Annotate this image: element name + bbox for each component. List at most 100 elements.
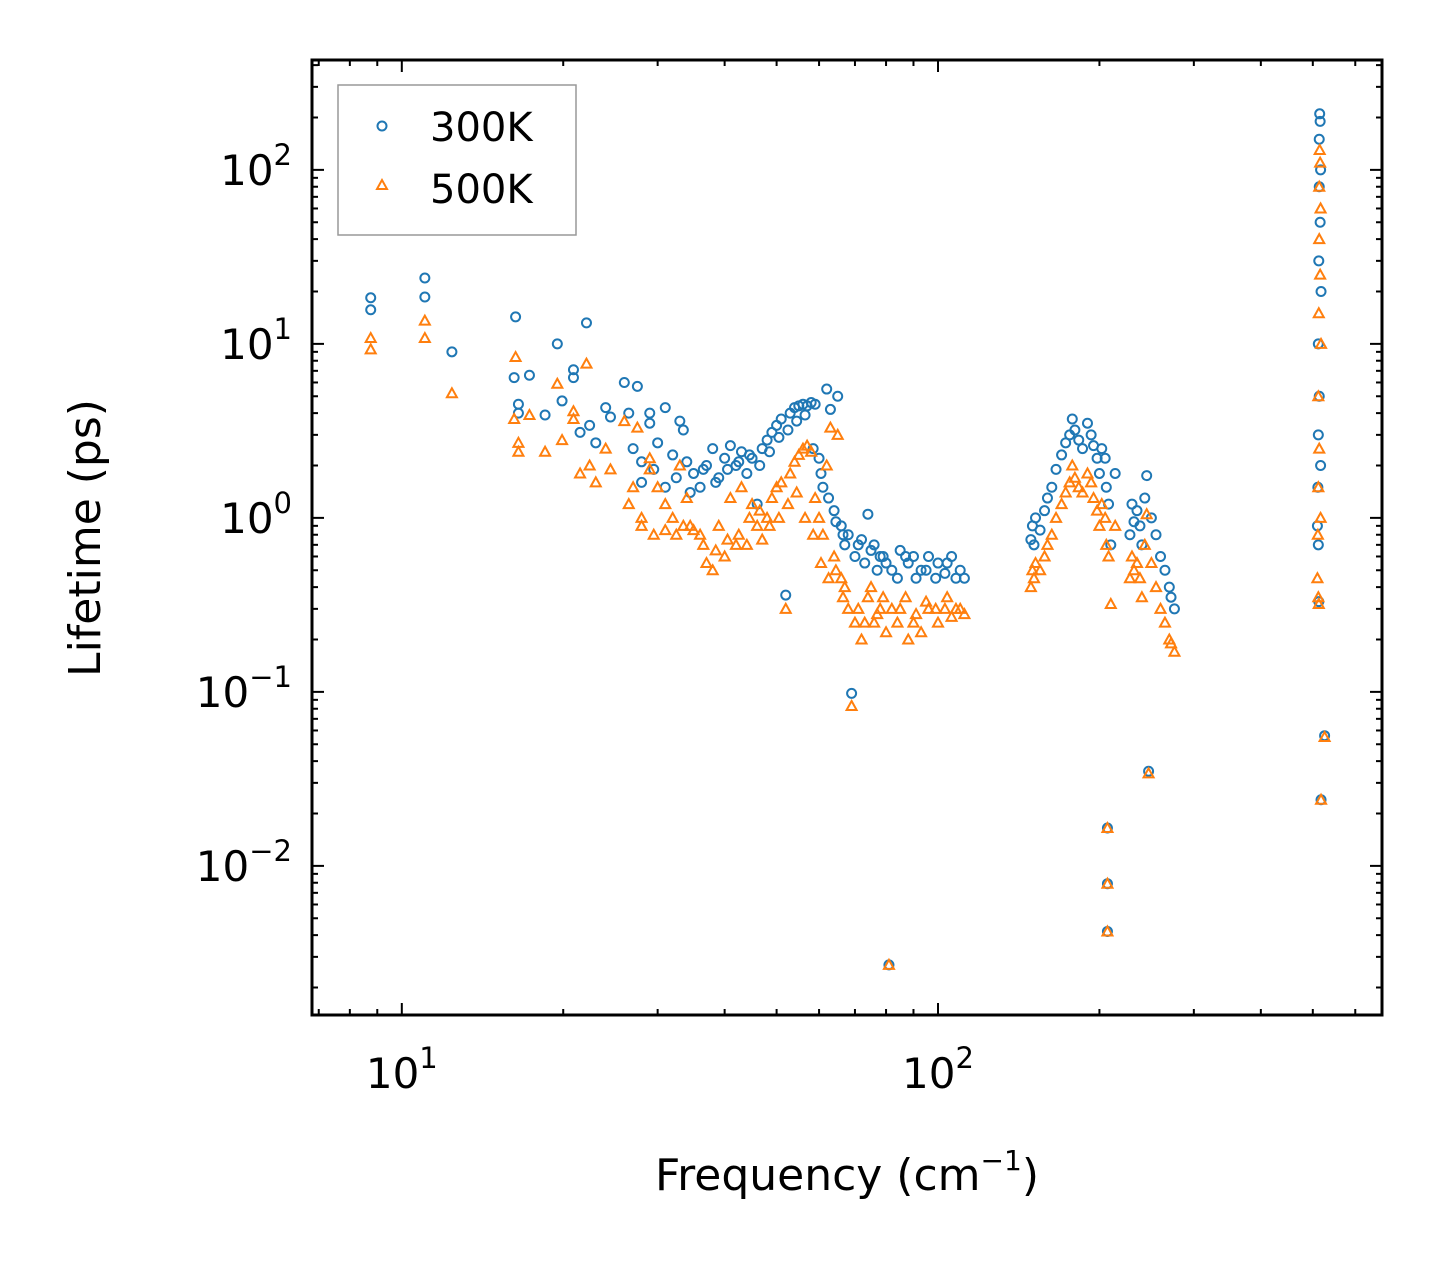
point-300k: [821, 383, 833, 395]
point-500k: [774, 475, 788, 488]
point-300k: [567, 372, 579, 384]
point-500k: [762, 518, 777, 531]
point-300k: [623, 407, 635, 419]
point-300k: [681, 456, 693, 468]
point-500k: [779, 601, 793, 614]
point-500k: [830, 427, 845, 440]
point-500k: [1313, 201, 1328, 214]
point-500k: [683, 518, 697, 531]
point-300k: [920, 564, 932, 576]
point-300k: [877, 550, 889, 562]
point-300k: [1100, 481, 1112, 493]
point-500k: [789, 485, 804, 498]
point-300k: [828, 505, 840, 517]
point-500k: [1123, 571, 1137, 584]
point-500k: [1141, 766, 1156, 779]
point-300k: [1315, 285, 1327, 297]
point-300k: [567, 364, 579, 376]
point-300k: [551, 338, 563, 350]
point-500k: [573, 466, 587, 479]
point-500k: [819, 458, 834, 471]
point-500k: [848, 615, 862, 628]
point-300k: [652, 437, 664, 449]
point-500k: [364, 331, 378, 344]
point-500k: [1312, 596, 1326, 609]
point-300k: [1313, 133, 1325, 145]
point-300k: [539, 409, 551, 421]
point-500k: [643, 462, 657, 475]
point-500k: [1090, 503, 1104, 516]
point-500k: [1084, 475, 1098, 488]
point-500k: [418, 331, 432, 344]
point-500k: [1099, 537, 1114, 550]
point-300k: [761, 434, 773, 446]
point-300k: [627, 443, 639, 455]
point-500k: [1127, 563, 1141, 576]
point-500k: [1153, 601, 1168, 614]
point-300k: [688, 467, 700, 479]
point-300k: [907, 550, 919, 562]
point-300k: [1050, 463, 1062, 475]
legend-marker-500k: [375, 177, 389, 190]
point-300k: [446, 346, 458, 358]
point-300k: [1141, 470, 1153, 482]
point-300k: [1312, 539, 1324, 551]
x-tick-label: 101: [366, 1041, 438, 1098]
point-500k: [800, 438, 814, 451]
point-500k: [1313, 155, 1327, 168]
point-500k: [745, 497, 759, 510]
point-300k: [807, 443, 819, 455]
point-500k: [1080, 466, 1095, 479]
point-300k: [1046, 481, 1058, 493]
point-300k: [684, 486, 696, 498]
point-300k: [1085, 429, 1097, 441]
point-500k: [1313, 267, 1327, 280]
point-300k: [842, 529, 854, 541]
point-300k: [574, 426, 586, 438]
point-500k: [658, 523, 672, 536]
point-500k: [885, 601, 899, 614]
x-axis-title-tail: ): [1022, 1150, 1039, 1201]
x-axis-title-sup: −1: [981, 1144, 1022, 1177]
point-300k: [600, 402, 612, 414]
point-500k: [792, 447, 806, 460]
point-300k: [782, 424, 794, 436]
point-300k: [741, 467, 753, 479]
point-300k: [1081, 417, 1093, 429]
point-300k: [523, 369, 535, 381]
point-500k: [740, 537, 754, 550]
point-500k: [1149, 580, 1163, 593]
point-500k: [723, 490, 738, 504]
point-300k: [902, 557, 914, 569]
point-500k: [816, 527, 830, 540]
point-500k: [598, 441, 613, 454]
point-300k: [1314, 108, 1326, 120]
point-500k: [589, 475, 603, 488]
point-500k: [676, 518, 691, 531]
point-300k: [868, 539, 880, 551]
point-500k: [836, 590, 850, 603]
point-300k: [871, 564, 883, 576]
y-tick-label: 100: [220, 486, 292, 543]
point-500k: [511, 444, 526, 457]
point-500k: [1144, 555, 1159, 569]
point-500k: [787, 454, 802, 467]
point-500k: [582, 458, 597, 471]
point-500k: [1101, 549, 1116, 562]
point-300k: [846, 687, 858, 699]
point-500k: [1040, 537, 1055, 550]
point-300k: [859, 557, 871, 569]
point-500k: [1037, 549, 1052, 562]
point-500k: [890, 615, 905, 628]
point-500k: [680, 490, 694, 504]
point-500k: [1314, 336, 1328, 349]
point-500k: [742, 510, 757, 523]
point-500k: [665, 510, 680, 523]
point-300k: [939, 567, 951, 579]
point-300k: [710, 476, 722, 488]
point-300k: [910, 572, 922, 584]
point-500k: [712, 518, 726, 531]
point-500k: [696, 537, 711, 550]
point-300k: [930, 572, 942, 584]
point-300k: [1168, 603, 1180, 615]
